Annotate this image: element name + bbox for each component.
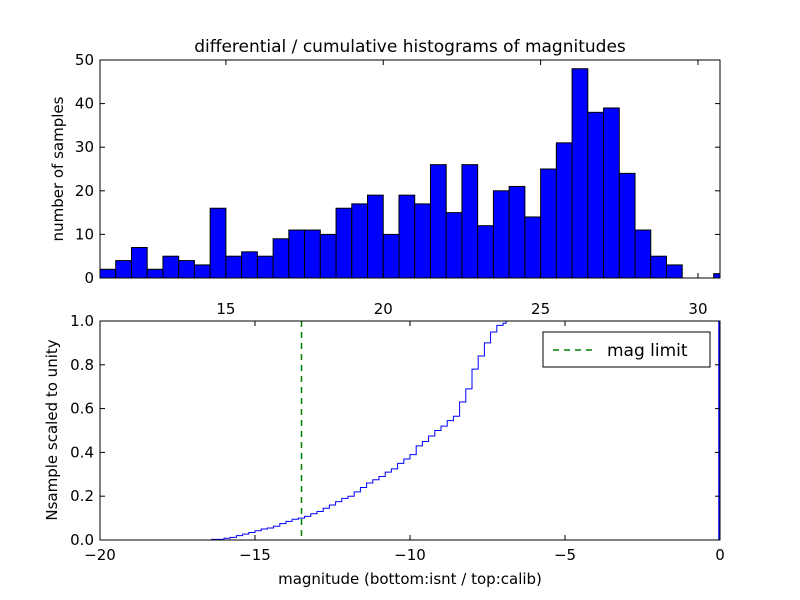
- histogram-bar: [398, 194, 416, 279]
- histogram-bar: [162, 255, 180, 279]
- histogram-bar: [618, 172, 636, 279]
- histogram-bar: [555, 142, 573, 279]
- histogram-bar: [587, 111, 605, 279]
- histogram-bar: [193, 264, 211, 279]
- histogram-bar: [256, 255, 274, 279]
- top-x-tick-label: 15: [216, 300, 235, 318]
- histogram-bar: [304, 229, 321, 279]
- histogram-bar: [367, 194, 384, 279]
- bottom-y-tick-label: 0.2: [70, 487, 94, 505]
- histogram-bar: [178, 260, 195, 279]
- top-x-tick-label: 25: [531, 300, 550, 318]
- top-x-tick-label: 20: [374, 300, 393, 318]
- bottom-line-layer: [100, 320, 720, 541]
- bottom-x-tick-label: −20: [84, 546, 116, 564]
- top-plot-frame: [99, 59, 721, 279]
- histogram-bar: [492, 190, 510, 279]
- histogram-bar: [382, 233, 400, 279]
- histogram-bar: [99, 268, 117, 279]
- histogram-bar: [115, 260, 132, 279]
- histogram-bar: [225, 255, 243, 279]
- bottom-x-tick-label: −5: [554, 546, 576, 564]
- histogram-bar: [477, 225, 494, 279]
- histogram-bar: [209, 207, 227, 279]
- bottom-x-tick-label: 0: [715, 546, 725, 564]
- histogram-bar: [319, 233, 337, 279]
- bottom-y-tick-label: 0.8: [70, 356, 94, 374]
- top-y-axis-label: number of samples: [49, 96, 67, 241]
- histogram-bar: [713, 273, 721, 279]
- top-y-tick-label: 20: [75, 182, 94, 200]
- top-chart-title: differential / cumulative histograms of …: [194, 37, 626, 57]
- histogram-bar: [445, 212, 463, 279]
- top-histogram-bars: [99, 68, 721, 279]
- top-axis-ticks: 0 10 20 30 40 50 15 20 25 30: [75, 51, 720, 318]
- histogram-bar: [241, 251, 258, 279]
- cumulative-step-line: [100, 320, 720, 541]
- bottom-y-tick-label: 0.6: [70, 400, 94, 418]
- histogram-bar: [288, 229, 306, 279]
- legend: mag limit: [542, 331, 711, 368]
- bottom-axis-ticks: 0.0 0.2 0.4 0.6 0.8 1.0 −20 −15 −10 −5 0: [70, 312, 725, 564]
- bottom-x-tick-label: −10: [394, 546, 426, 564]
- bottom-y-tick-label: 0.0: [70, 531, 94, 549]
- histogram-bar: [461, 164, 479, 279]
- histogram-bar: [335, 207, 353, 279]
- bottom-y-tick-label: 1.0: [70, 312, 94, 330]
- top-y-tick-label: 10: [75, 225, 94, 243]
- histogram-bar: [272, 238, 290, 279]
- histogram-bar: [429, 164, 447, 279]
- legend-label-mag-limit: mag limit: [607, 341, 688, 361]
- histogram-bar: [665, 264, 683, 279]
- histogram-bar: [634, 229, 652, 279]
- bottom-y-axis-label: Nsample scaled to unity: [43, 339, 61, 520]
- histogram-bar: [414, 203, 431, 279]
- histogram-bar: [524, 216, 542, 279]
- top-y-tick-label: 50: [75, 51, 94, 69]
- top-y-tick-label: 40: [75, 95, 94, 113]
- bottom-y-tick-label: 0.4: [70, 443, 94, 461]
- top-x-tick-label: 30: [688, 300, 707, 318]
- histogram-bar: [146, 268, 164, 279]
- histogram-bar: [508, 185, 526, 279]
- histogram-bar: [351, 203, 369, 279]
- histogram-bar: [650, 255, 667, 279]
- legend-box: [542, 331, 711, 368]
- histogram-bar: [603, 107, 620, 279]
- histogram-bar: [130, 246, 148, 279]
- bottom-x-tick-label: −15: [239, 546, 271, 564]
- histogram-bar: [571, 68, 589, 279]
- top-y-tick-label: 0: [84, 269, 94, 287]
- histogram-bar: [540, 168, 557, 279]
- bottom-x-axis-label: magnitude (bottom:isnt / top:calib): [278, 570, 542, 588]
- top-y-tick-label: 30: [75, 138, 94, 156]
